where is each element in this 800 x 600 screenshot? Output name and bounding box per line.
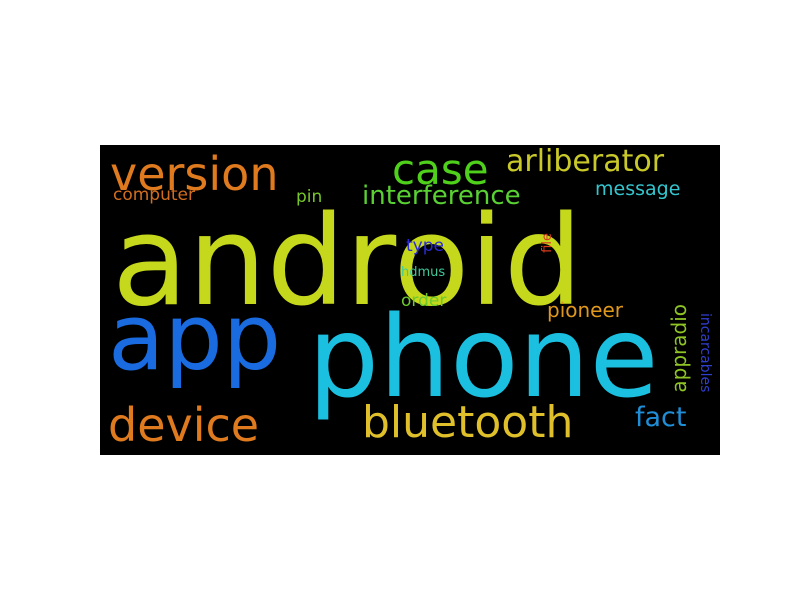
word-type: type	[406, 236, 444, 256]
word-fact: fact	[635, 402, 687, 433]
word-bluetooth: bluetooth	[362, 397, 574, 448]
word-message: message	[595, 178, 681, 200]
word-version: version	[110, 147, 279, 201]
word-arliberator: arliberator	[506, 145, 665, 179]
word-pin: pin	[296, 187, 323, 207]
word-hdmus: hdmus	[401, 265, 446, 280]
word-file: file	[540, 233, 555, 253]
word-phone: phone	[308, 293, 659, 423]
word-pioneer: pioneer	[547, 298, 623, 322]
word-computer: computer	[113, 185, 195, 205]
word-device: device	[108, 398, 260, 452]
word-case: case	[392, 145, 489, 194]
word-app: app	[108, 284, 282, 391]
word-cloud: android phone app version case arliberat…	[100, 145, 720, 455]
word-incarcables: incarcables	[697, 313, 713, 393]
word-order: order	[401, 291, 447, 311]
word-interference: interference	[362, 181, 521, 211]
word-appradio: appradio	[667, 304, 691, 393]
word-android: android	[112, 190, 583, 334]
